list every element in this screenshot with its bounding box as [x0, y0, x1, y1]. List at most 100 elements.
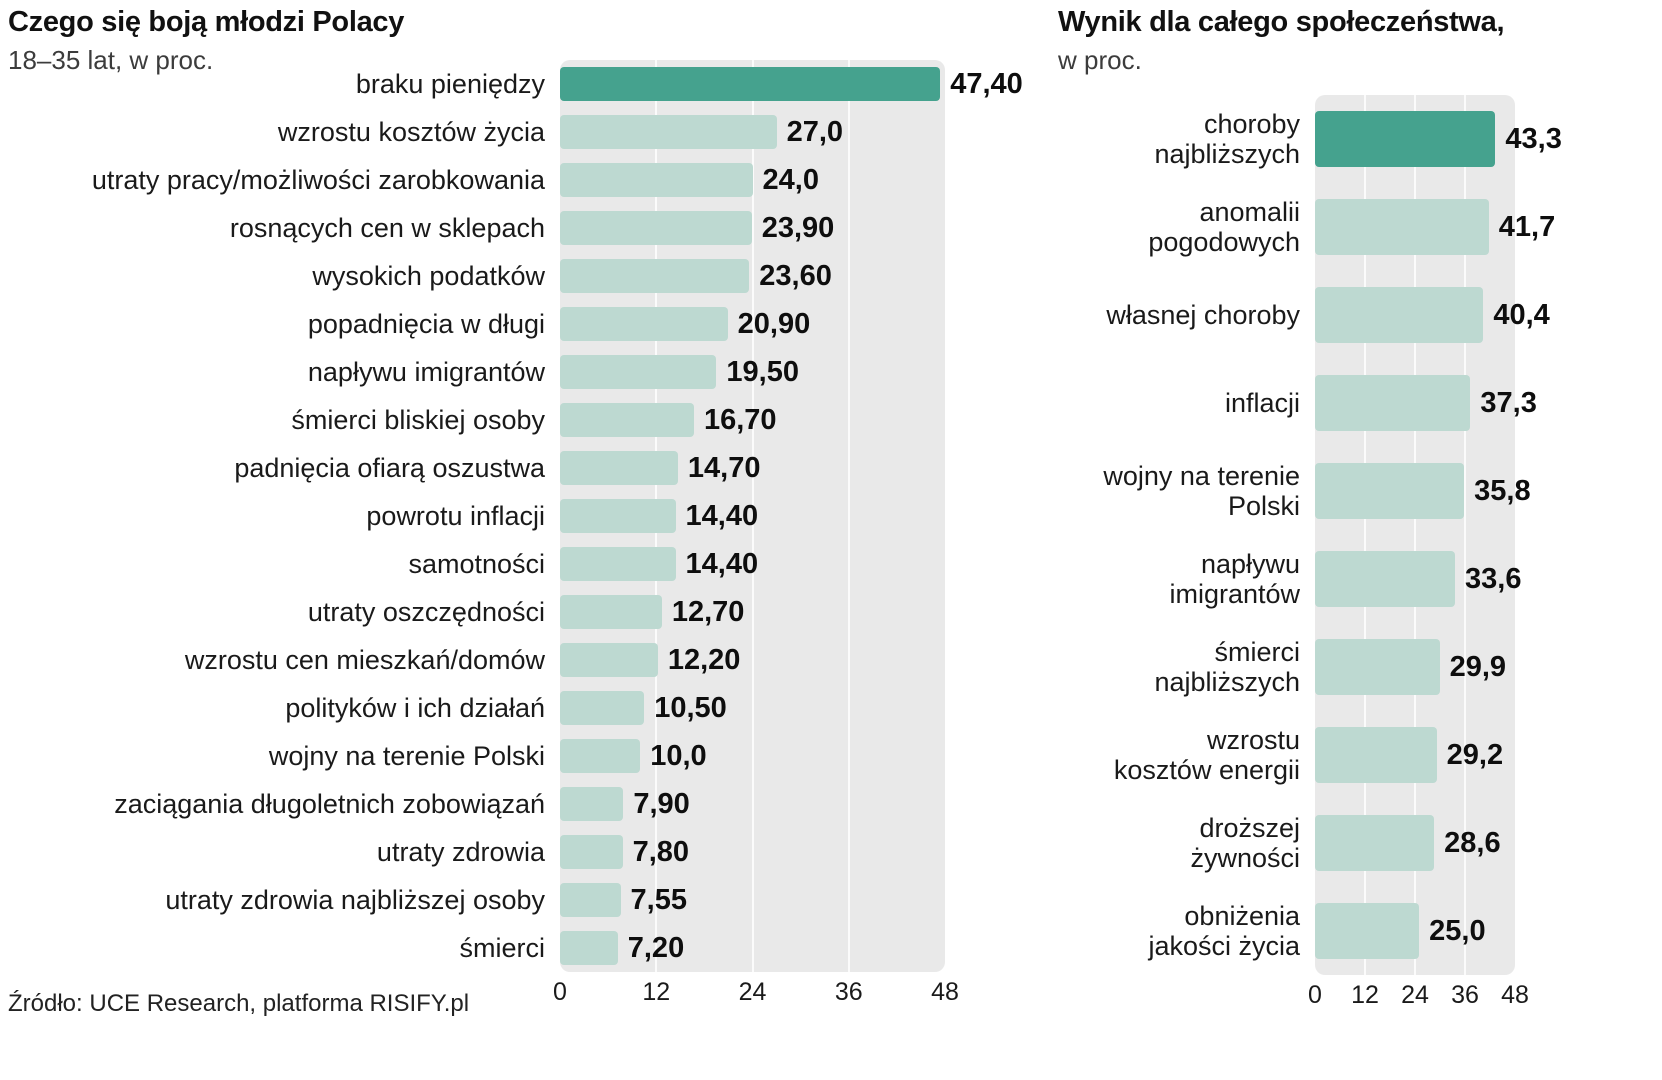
- plot-area: choroby najbliższych 43,3 anomalii pogodow…: [1058, 95, 1658, 975]
- bar-track: 41,7: [1315, 199, 1555, 255]
- chart-subtitle: 18–35 lat, w proc.: [8, 45, 214, 75]
- bar-value: 25,0: [1429, 914, 1486, 947]
- bar: [560, 547, 676, 581]
- axis-tick-label: 48: [931, 978, 959, 1006]
- bar-value: 23,60: [759, 259, 832, 292]
- chart-header: Czego się boją młodzi Polacy 18–35 lat, …: [8, 6, 404, 76]
- bar-row: wzrostu cen mieszkań/domów 12,20: [8, 636, 1053, 684]
- bar-track: 12,70: [560, 595, 945, 629]
- bar-value: 41,7: [1498, 210, 1556, 243]
- axis-tick-label: 24: [738, 978, 767, 1006]
- gridline: [751, 60, 754, 972]
- bar-row: inflacji 37,3: [1058, 359, 1658, 447]
- bar-label: utraty oszczędności: [307, 596, 545, 627]
- axis-tick-label: 12: [1351, 981, 1379, 1009]
- bar: [560, 115, 777, 149]
- bar-track: 37,3: [1315, 375, 1537, 431]
- bar-label: droższej żywności: [1190, 812, 1300, 873]
- bar-row: napływu imigrantów 19,50: [8, 348, 1053, 396]
- bar-value: 28,6: [1444, 826, 1501, 859]
- bar-track: 47,40: [560, 67, 1023, 101]
- bar-label: utraty zdrowia: [376, 836, 545, 867]
- chart-subtitle: w proc.: [1058, 45, 1142, 75]
- bar-label: utraty pracy/możliwości zarobkowania: [91, 164, 545, 195]
- bar-label: śmierci: [459, 932, 546, 963]
- bar-row: napływu imigrantów 33,6: [1058, 535, 1658, 623]
- bar-value: 7,80: [632, 835, 690, 868]
- bar-track: 12,20: [560, 643, 945, 677]
- bar-row: wojny na terenie Polski 35,8: [1058, 447, 1658, 535]
- bar-label: obniżenia jakości życia: [1148, 900, 1300, 961]
- bar-value: 40,4: [1493, 298, 1550, 331]
- gridline: [1364, 95, 1366, 975]
- bar-value: 14,40: [685, 499, 759, 532]
- bar-row: choroby najbliższych 43,3: [1058, 95, 1658, 183]
- bar-track: 14,40: [560, 547, 945, 581]
- bar-value: 12,70: [671, 595, 745, 628]
- x-axis: 0 12 24 36 48: [553, 978, 959, 1012]
- axis-tick-label: 24: [1401, 981, 1429, 1009]
- bar-label: powrotu inflacji: [366, 500, 545, 531]
- bar-value: 14,40: [685, 547, 759, 580]
- bar-row: wojny na terenie Polski 10,0: [8, 732, 1053, 780]
- bar-track: 10,0: [560, 739, 945, 773]
- bar: [1315, 375, 1471, 431]
- axis-tick-label: 0: [553, 978, 567, 1006]
- bar-label: śmierci bliskiej osoby: [291, 404, 545, 435]
- bar-label: napływu imigrantów: [1169, 548, 1300, 609]
- bar-row: braku pieniędzy 47,40: [8, 60, 1053, 108]
- axis-tick-label: 36: [834, 978, 863, 1006]
- bar: [560, 787, 624, 821]
- bar-track: 25,0: [1315, 903, 1515, 959]
- bar-track: 7,20: [560, 931, 945, 965]
- bar: [560, 643, 658, 677]
- bar: [560, 403, 694, 437]
- bar-label: śmierci najbliższych: [1154, 636, 1300, 697]
- bar-value: 33,6: [1465, 562, 1522, 595]
- chart-title: Wynik dla całego społeczeństwa,: [1058, 6, 1505, 38]
- bar-label: wysokich podatków: [312, 260, 545, 291]
- bar-row: rosnących cen w sklepach 23,90: [8, 204, 1053, 252]
- bar-track: 28,6: [1315, 815, 1515, 871]
- bar: [560, 211, 752, 245]
- bar-value: 16,70: [703, 403, 777, 436]
- bar: [560, 355, 717, 389]
- bar-track: 19,50: [560, 355, 945, 389]
- bar-row: padnięcia ofiarą oszustwa 14,70: [8, 444, 1053, 492]
- bar-track: 35,8: [1315, 463, 1531, 519]
- bar-label: wzrostu kosztów energii: [1113, 724, 1300, 785]
- bar-row: wzrostu kosztów życia 27,0: [8, 108, 1053, 156]
- bar-value: 24,0: [762, 163, 819, 196]
- bar-value: 29,9: [1449, 650, 1507, 683]
- gridline: [847, 60, 850, 972]
- bar-label: braku pieniędzy: [355, 68, 545, 99]
- bar: [1315, 903, 1420, 959]
- bar-track: 10,50: [560, 691, 945, 725]
- bar: [1315, 639, 1440, 695]
- bar-value: 19,50: [726, 355, 799, 388]
- bar: [1315, 199, 1489, 255]
- bar-row: samotności 14,40: [8, 540, 1053, 588]
- bar-value: 10,0: [650, 739, 707, 772]
- x-axis: 0 12 24 36 48: [1308, 981, 1529, 1015]
- plot-area: braku pieniędzy 47,40 wzrostu kosztów życi…: [8, 60, 1053, 972]
- bar-track: 7,90: [560, 787, 945, 821]
- bar-label: popadnięcia w długi: [307, 308, 545, 339]
- bar-row: polityków i ich działań 10,50: [8, 684, 1053, 732]
- bar-value: 14,70: [687, 451, 761, 484]
- bar-value: 10,50: [654, 691, 727, 724]
- bar-label: samotności: [408, 548, 545, 579]
- bar: [560, 691, 645, 725]
- axis-tick-label: 0: [1308, 981, 1322, 1009]
- bar-track: 20,90: [560, 307, 945, 341]
- bar-track: 40,4: [1315, 287, 1550, 343]
- bar-track: 27,0: [560, 115, 945, 149]
- gridline: [1414, 95, 1416, 975]
- bar: [560, 739, 641, 773]
- bar: [560, 451, 678, 485]
- bar-row: utraty pracy/możliwości zarobkowania 24,0: [8, 156, 1053, 204]
- bar-row: anomalii pogodowych 41,7: [1058, 183, 1658, 271]
- bar-track: 7,80: [560, 835, 945, 869]
- bar-label: utraty zdrowia najbliższej osoby: [165, 884, 545, 915]
- bar-track: 33,6: [1315, 551, 1521, 607]
